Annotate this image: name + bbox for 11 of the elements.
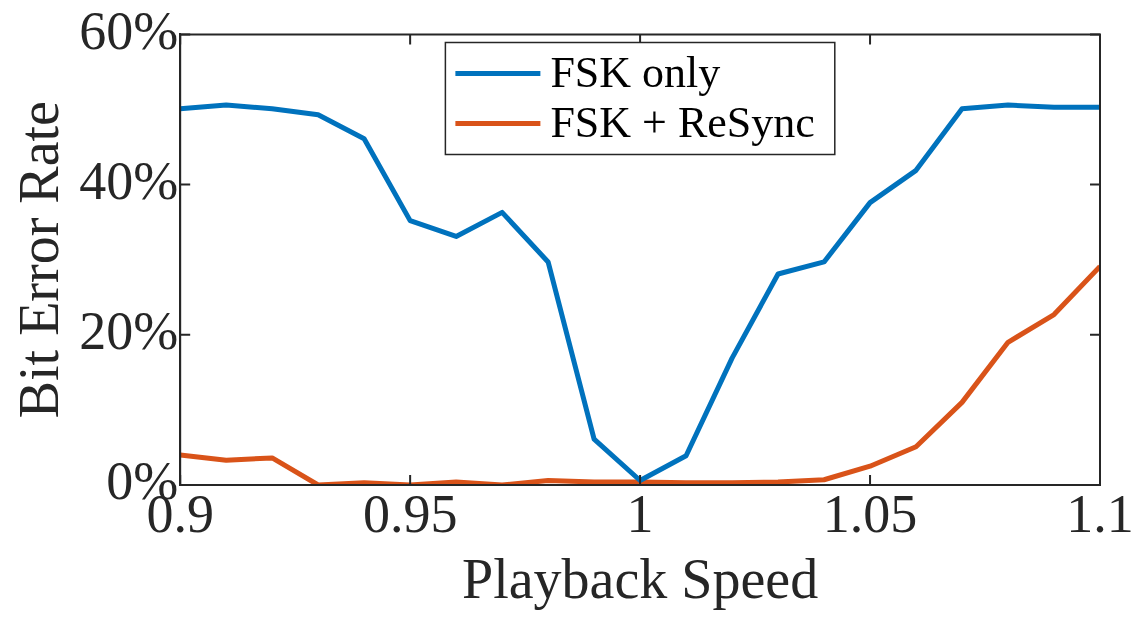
y-tick-label: 40%	[79, 150, 179, 211]
y-tick-label: 60%	[79, 0, 179, 61]
x-tick-label: 0.95	[362, 483, 458, 544]
y-axis-title: Bit Error Rate	[8, 101, 71, 419]
x-axis-title: Playback Speed	[462, 548, 819, 611]
x-tick-label: 1.05	[822, 483, 918, 544]
x-tick-label: 1	[626, 483, 654, 544]
legend-label: FSK + ReSync	[550, 97, 815, 147]
x-tick-label: 1.1	[1066, 483, 1134, 544]
legend-label: FSK only	[550, 47, 721, 97]
y-tick-label: 20%	[79, 300, 179, 361]
